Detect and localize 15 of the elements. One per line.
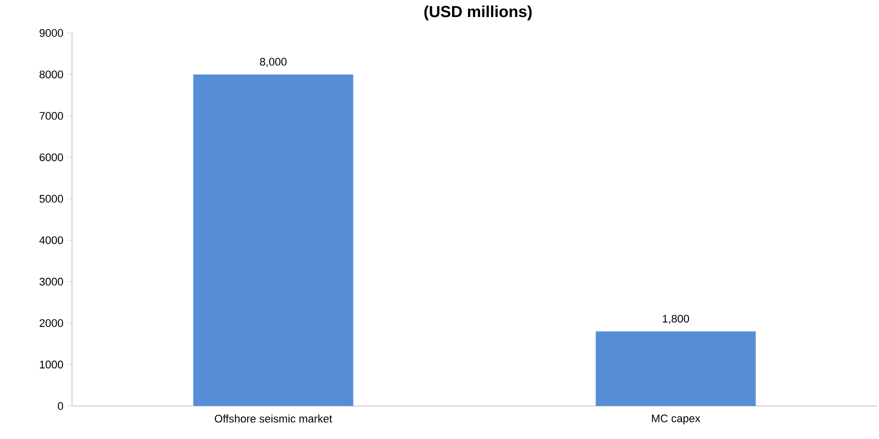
y-tick-label: 0 — [58, 402, 64, 410]
y-tick-label: 8000 — [40, 70, 64, 78]
y-tick-label: 6000 — [40, 153, 64, 162]
data-label: 1,800 — [662, 314, 690, 324]
y-tick-label: 4000 — [39, 236, 64, 244]
y-tick-label: 3000 — [40, 278, 64, 286]
chart-title: (USD millions) — [424, 6, 532, 20]
x-tick-label: MC capex — [652, 414, 700, 424]
y-tick-label: 7000 — [40, 112, 64, 120]
y-tick-label: 2000 — [40, 319, 64, 327]
y-tick-label: 9000 — [40, 29, 64, 37]
y-tick-label: 1000 — [40, 360, 64, 368]
data-label: 8,000 — [260, 58, 287, 67]
y-tick-label: 5000 — [40, 194, 64, 203]
x-tick-label: Offshore seismic market — [214, 414, 332, 423]
